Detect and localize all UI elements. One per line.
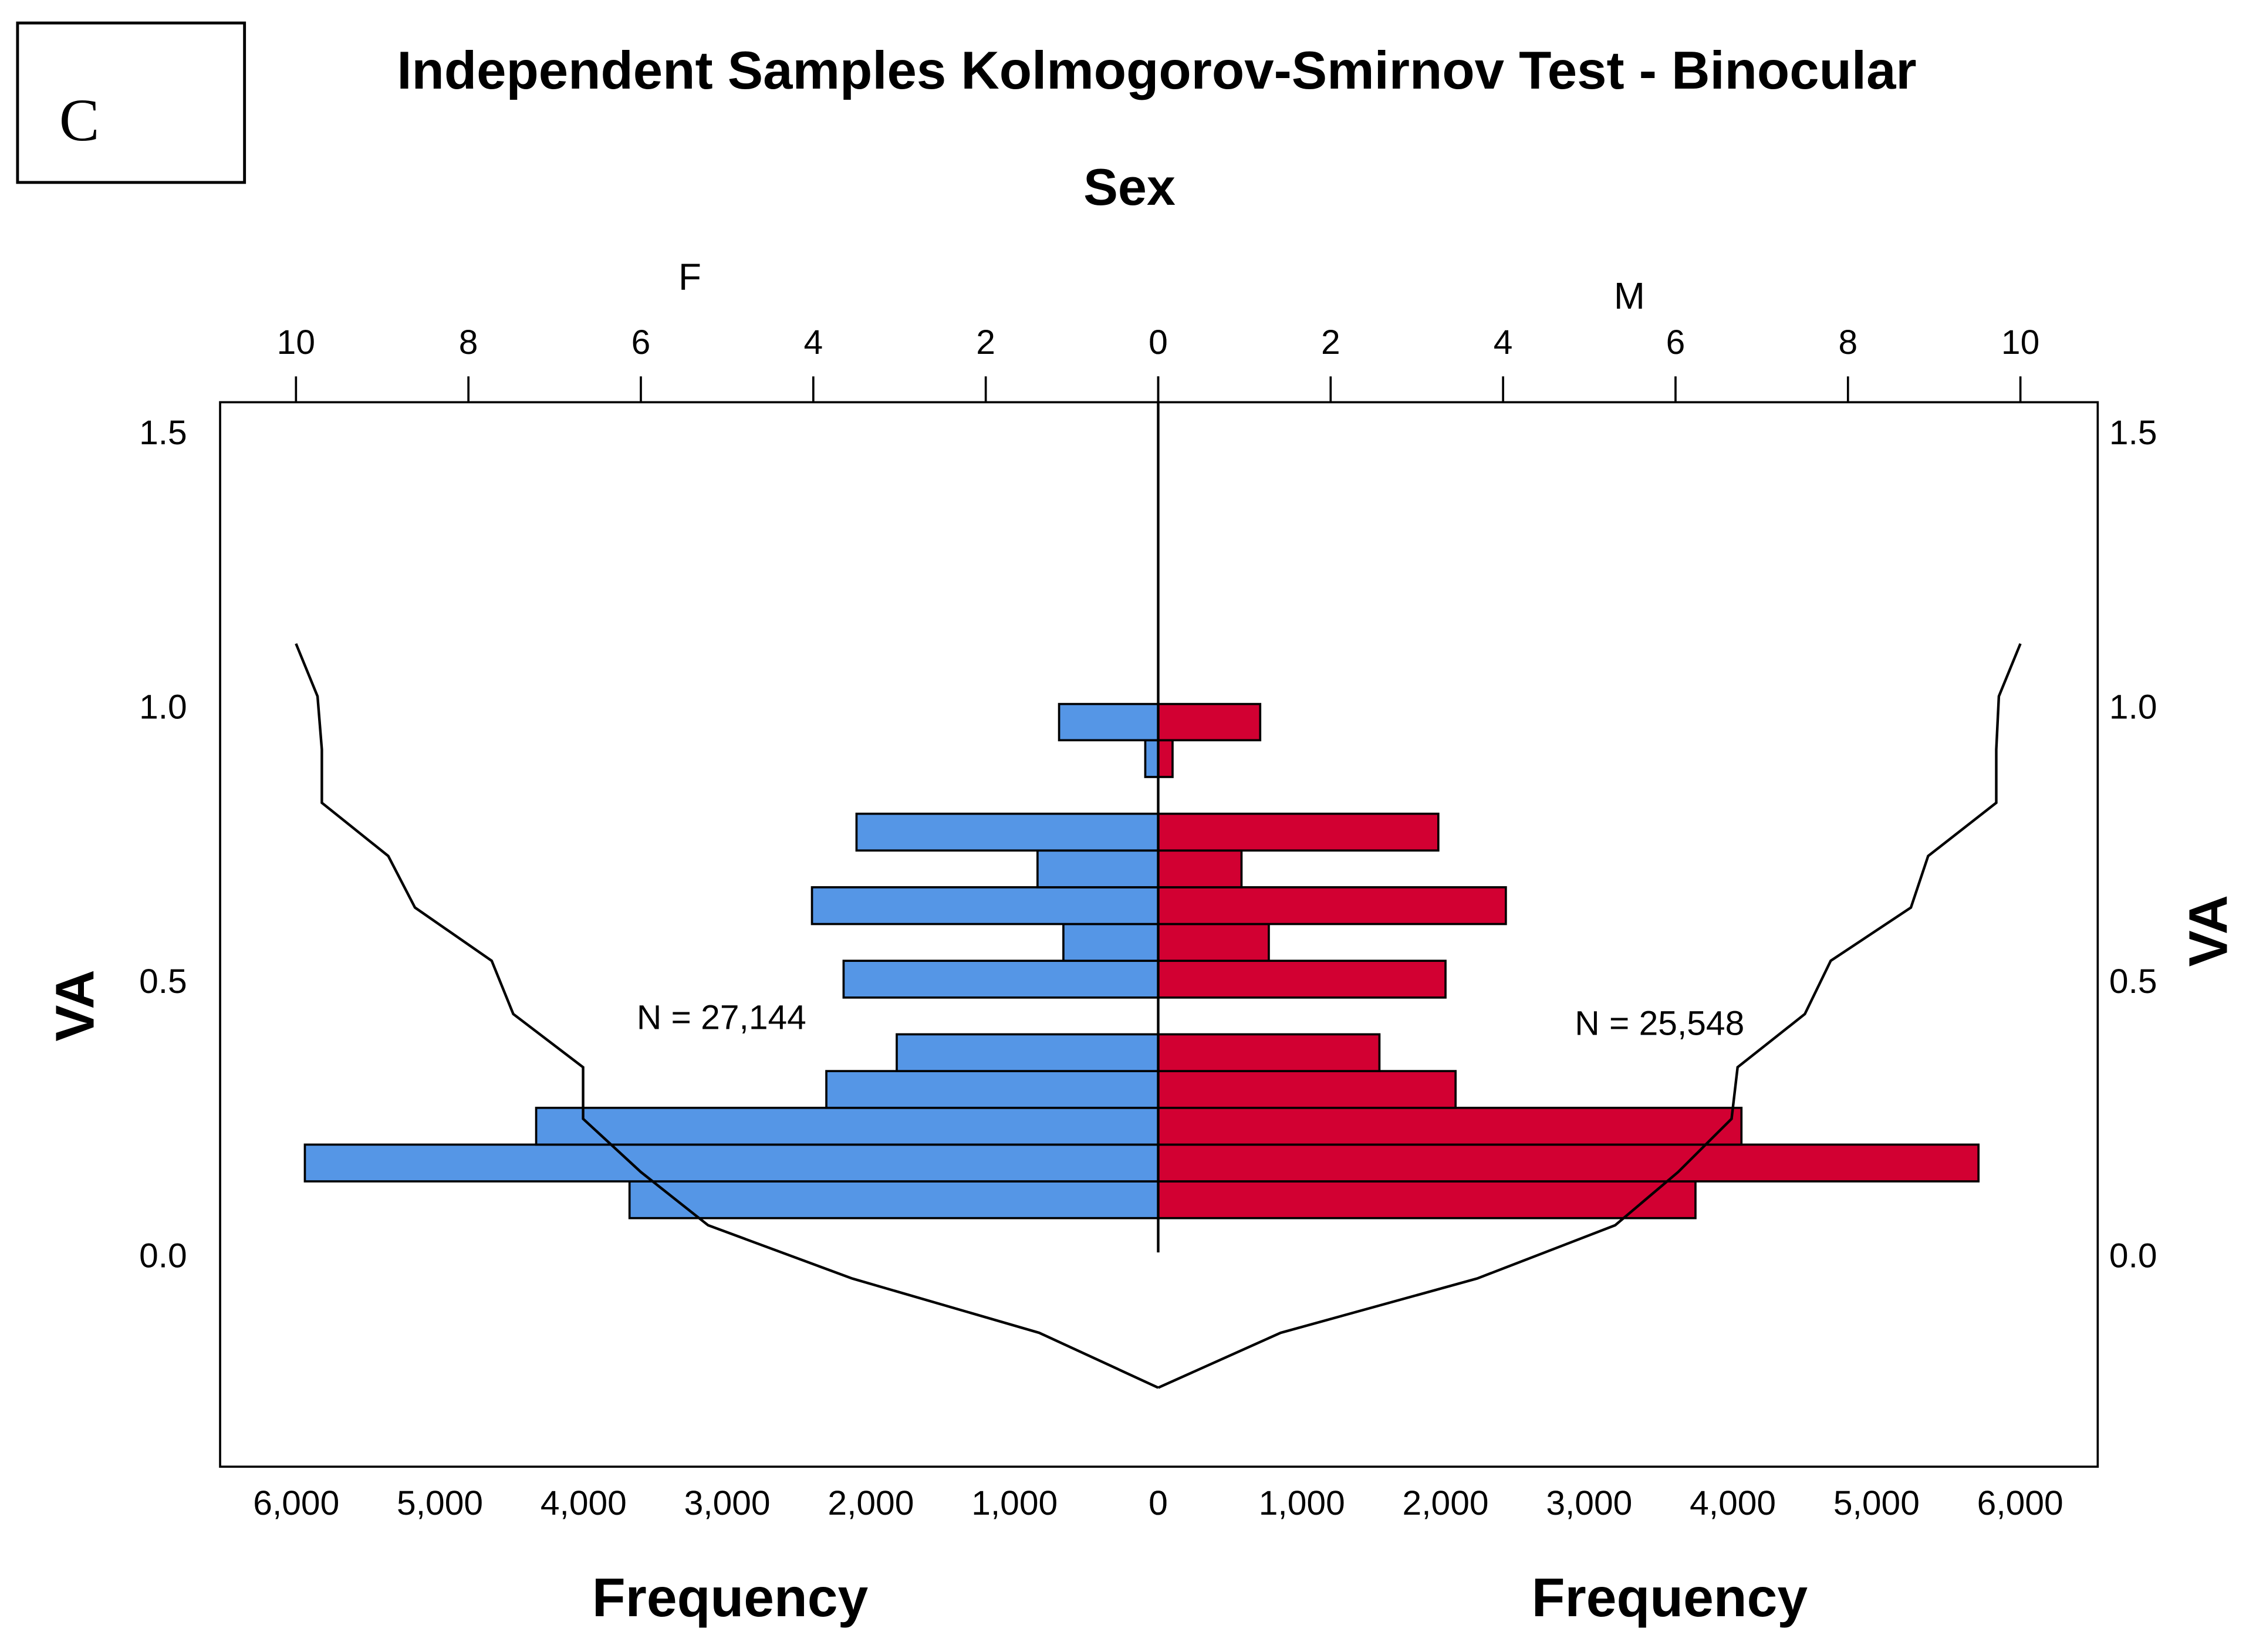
bar [1157, 960, 1447, 999]
x2-tick-label: 2 [976, 323, 995, 362]
x2-tick-label: 4 [1494, 323, 1513, 362]
x-tick-label: 0 [1149, 1484, 1168, 1522]
y-axis-label: VA [45, 969, 106, 1041]
annotation: N = 27,144 [637, 998, 806, 1036]
x2-tick-label: 0 [1149, 323, 1168, 362]
series-label: M [1614, 275, 1645, 317]
x-tick-label: 5,000 [1833, 1484, 1920, 1522]
x2-tick-label: 10 [2001, 323, 2039, 362]
x-tick-label: 3,000 [684, 1484, 771, 1522]
bar [896, 1033, 1160, 1072]
bar [535, 1106, 1160, 1146]
bar [628, 1180, 1160, 1219]
series-label: F [678, 256, 701, 298]
y-axis-label: VA [2178, 895, 2239, 967]
x2-tick-label: 8 [459, 323, 478, 362]
x-tick-label: 3,000 [1546, 1484, 1632, 1522]
y-tick-label: 0.0 [2109, 1237, 2157, 1275]
bar [1157, 849, 1243, 889]
bar [1036, 849, 1160, 889]
bar [1157, 1070, 1457, 1109]
x-tick-label: 2,000 [828, 1484, 914, 1522]
x-tick-label: 4,000 [1690, 1484, 1776, 1522]
bar [810, 886, 1160, 925]
y-tick-label: 1.5 [139, 414, 187, 452]
y-tick-label: 0.0 [139, 1237, 187, 1275]
x-tick-label: 1,000 [1259, 1484, 1345, 1522]
bar [1157, 739, 1174, 778]
x-axis-label: Frequency [592, 1567, 869, 1628]
y-tick-label: 0.5 [139, 962, 187, 1001]
density-curve [295, 643, 1159, 1389]
x2-tick-label: 6 [1666, 323, 1686, 362]
bar [842, 960, 1160, 999]
annotation: N = 25,548 [1575, 1004, 1744, 1042]
x-tick-label: 5,000 [397, 1484, 483, 1522]
x-axis-label: Frequency [1532, 1567, 1808, 1628]
bar [1157, 923, 1270, 962]
bar [1157, 1033, 1381, 1072]
x-tick-label: 2,000 [1403, 1484, 1489, 1522]
density-curve [1157, 643, 2022, 1389]
x2-tick-label: 4 [803, 323, 823, 362]
bar [1157, 812, 1440, 852]
x2-tick-label: 6 [631, 323, 651, 362]
y-tick-label: 0.5 [2109, 962, 2157, 1001]
bar [1157, 1180, 1697, 1219]
bar [1062, 923, 1160, 962]
panel-label: C [59, 87, 100, 154]
y-tick-label: 1.0 [139, 688, 187, 726]
x-tick-label: 6,000 [253, 1484, 339, 1522]
bar [1157, 1143, 1980, 1183]
bar [1157, 702, 1262, 742]
x-tick-label: 0 [1149, 1484, 1168, 1522]
chart-title: Independent Samples Kolmogorov-Smirnov T… [397, 41, 1916, 100]
x2-tick-label: 10 [277, 323, 315, 362]
panel-box [16, 21, 246, 184]
bar [1157, 1106, 1743, 1146]
bar [1157, 886, 1507, 925]
y-tick-label: 1.5 [2109, 414, 2157, 452]
x2-tick-label: 8 [1838, 323, 1857, 362]
y-tick-label: 1.0 [2109, 688, 2157, 726]
x2-tick-label: 0 [1149, 323, 1168, 362]
x-tick-label: 4,000 [541, 1484, 627, 1522]
bar [303, 1143, 1160, 1183]
x-tick-label: 6,000 [1977, 1484, 2063, 1522]
bar [1144, 739, 1160, 778]
x2-tick-label: 2 [1321, 323, 1340, 362]
bar [855, 812, 1160, 852]
bar [1058, 702, 1160, 742]
group-title: Sex [1083, 158, 1176, 216]
x-tick-label: 1,000 [971, 1484, 1058, 1522]
bar [825, 1070, 1160, 1109]
